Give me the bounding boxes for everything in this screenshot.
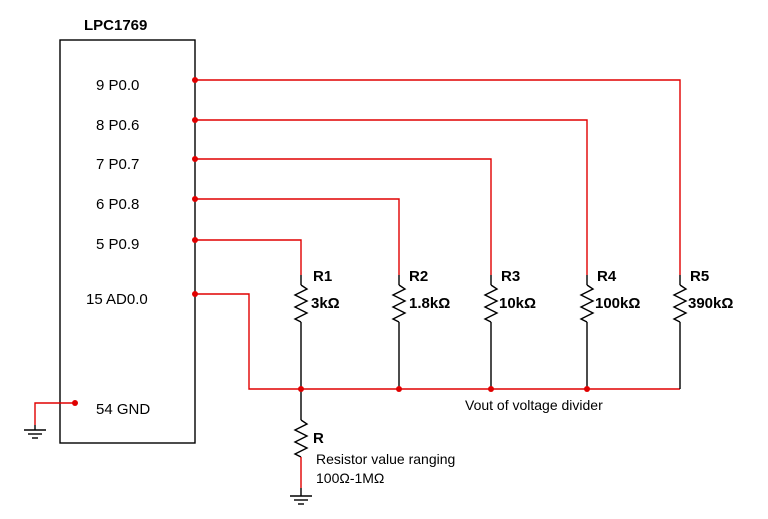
bottom-resistor-name: R bbox=[313, 430, 324, 447]
vout-label: Vout of voltage divider bbox=[465, 397, 603, 413]
resistor-r4 bbox=[579, 275, 595, 330]
resistor-r5 bbox=[672, 275, 688, 330]
r1-value: 3kΩ bbox=[311, 295, 340, 312]
junction-dots bbox=[72, 77, 590, 406]
pin-label-p0-6: 8 P0.6 bbox=[96, 117, 139, 134]
wire-gnd-pin bbox=[34, 402, 75, 425]
wire-p0-8-r2 bbox=[195, 198, 400, 275]
pin-label-p0-8: 6 P0.8 bbox=[96, 196, 139, 213]
r4-name: R4 bbox=[597, 268, 617, 285]
resistor-r3 bbox=[483, 275, 499, 330]
wire-p0-7-r3 bbox=[195, 158, 492, 275]
wire-ad0-0-vout bbox=[195, 293, 680, 390]
resistor-r1 bbox=[293, 275, 309, 330]
r4-value: 100kΩ bbox=[595, 295, 640, 312]
pin-label-p0-7: 7 P0.7 bbox=[96, 156, 139, 173]
resistor-r-bottom bbox=[293, 419, 309, 458]
r5-value: 390kΩ bbox=[688, 295, 733, 312]
chip-body bbox=[59, 39, 196, 444]
resistor-r2 bbox=[391, 275, 407, 330]
r5-name: R5 bbox=[690, 268, 709, 285]
pin-label-p0-9: 5 P0.9 bbox=[96, 236, 139, 253]
pin-label-gnd: 54 GND bbox=[96, 401, 150, 418]
pin-label-ad0-0: 15 AD0.0 bbox=[86, 291, 148, 308]
r3-name: R3 bbox=[501, 268, 520, 285]
wire-p0-0-r5 bbox=[195, 79, 681, 275]
r2-name: R2 bbox=[409, 268, 428, 285]
wire-p0-9-r1 bbox=[195, 239, 302, 275]
r3-value: 10kΩ bbox=[499, 295, 536, 312]
r1-name: R1 bbox=[313, 268, 332, 285]
wire-p0-6-r4 bbox=[195, 119, 588, 275]
bottom-resistor-note-1: Resistor value ranging bbox=[316, 451, 455, 467]
ground-icon-bottom bbox=[290, 488, 312, 505]
r2-value: 1.8kΩ bbox=[409, 295, 450, 312]
ground-icon-left bbox=[24, 425, 46, 439]
chip-name: LPC1769 bbox=[84, 17, 147, 34]
bottom-resistor-note-2: 100Ω-1MΩ bbox=[316, 470, 384, 486]
pin-label-p0-0: 9 P0.0 bbox=[96, 77, 139, 94]
